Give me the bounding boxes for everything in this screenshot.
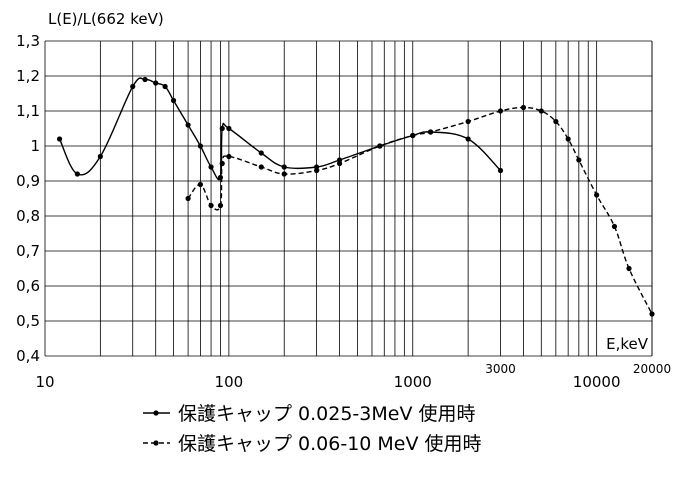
data-point (410, 132, 416, 139)
y-tick-label: 0,9 (16, 172, 40, 190)
series-line (58, 77, 501, 181)
data-point (626, 265, 632, 272)
data-point (336, 160, 343, 167)
y-tick-label: 1,2 (16, 67, 40, 85)
data-point (153, 80, 159, 86)
data-point (314, 167, 320, 174)
data-point (208, 202, 214, 209)
data-point (553, 118, 559, 125)
data-point (226, 153, 232, 160)
data-point (197, 181, 203, 188)
data-point (217, 202, 224, 209)
y-tick-label: 1,3 (16, 32, 40, 50)
x-tick-label: 20000 (633, 362, 671, 376)
data-point (377, 143, 383, 149)
data-point (74, 171, 80, 177)
series-dashed (185, 104, 655, 317)
grid (44, 40, 653, 357)
data-point (185, 122, 191, 128)
data-point (219, 125, 225, 132)
data-point (465, 136, 471, 142)
y-tick-label: 0,8 (16, 207, 40, 225)
y-tick-label: 0,6 (16, 277, 40, 295)
data-point (594, 192, 600, 198)
data-point (576, 157, 582, 163)
y-tick-label: 0,7 (16, 242, 40, 260)
x-axis-title: E,keV (606, 335, 649, 353)
data-point (281, 171, 287, 177)
legend-marker (153, 440, 159, 446)
data-point (465, 118, 471, 125)
y-axis-title: L(E)/L(662 keV) (48, 10, 164, 28)
data-point (97, 153, 103, 160)
axes: 0,4 0,5 0,6 0,7 0,8 0,9 1 1,1 1,2 1,3 10 100 1000 100… (16, 10, 671, 391)
x-tick-label: 10 (35, 373, 54, 391)
legend-marker (153, 410, 159, 416)
data-point (170, 97, 177, 104)
data-point (565, 136, 571, 142)
legend-label: 保護キャップ 0.06-10 MeV 使用時 (178, 433, 482, 455)
y-tick-label: 1,1 (16, 102, 40, 120)
x-tick-label: 3000 (485, 362, 516, 376)
data-point (258, 164, 264, 170)
data-point (497, 167, 504, 174)
data-point (649, 311, 655, 317)
data-point (217, 174, 224, 181)
data-point (520, 104, 527, 111)
x-tick-label: 100 (215, 373, 244, 391)
data-point (258, 150, 264, 156)
data-point (130, 83, 136, 90)
series-solid (56, 76, 504, 181)
data-point (142, 76, 148, 83)
legend-label: 保護キャップ 0.025-3MeV 使用時 (178, 403, 476, 425)
series-lines (56, 76, 655, 317)
y-tick-label: 1 (30, 137, 40, 155)
series-line (187, 106, 653, 315)
x-tick-label: 10000 (573, 373, 621, 391)
y-tick-label: 0,4 (16, 347, 40, 365)
data-point (56, 136, 63, 142)
data-point (219, 160, 225, 167)
data-point (281, 164, 287, 170)
data-point (611, 223, 618, 230)
data-point (185, 195, 191, 202)
data-point (226, 125, 232, 132)
data-point (197, 143, 203, 149)
x-tick-label: 1000 (394, 373, 432, 391)
y-tick-label: 0,5 (16, 312, 40, 330)
data-point (497, 108, 504, 114)
data-point (208, 164, 214, 170)
data-point (427, 129, 434, 135)
data-point (538, 108, 544, 114)
data-point (162, 83, 168, 90)
